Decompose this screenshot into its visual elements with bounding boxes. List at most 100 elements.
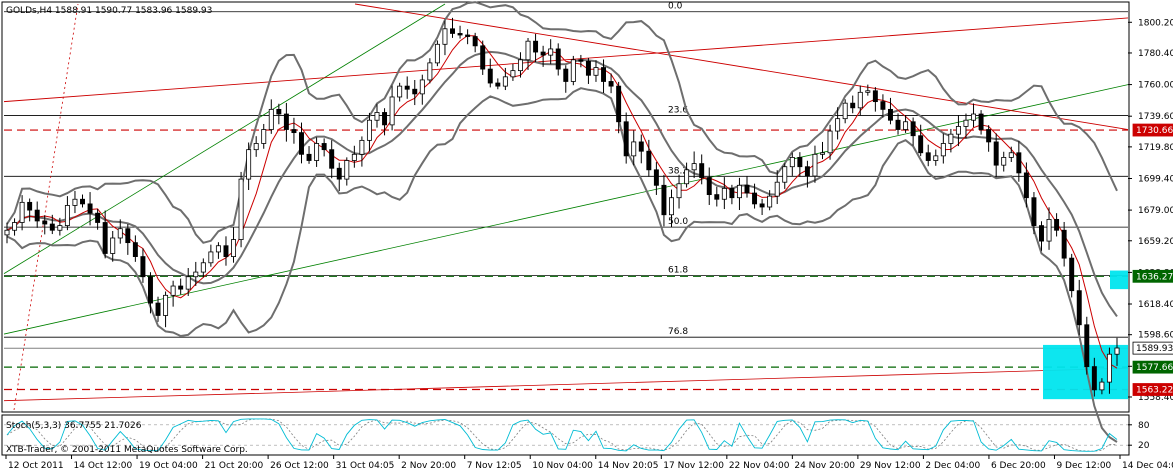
candle-body <box>238 178 244 240</box>
candle-body <box>412 88 418 95</box>
candle <box>827 124 833 160</box>
band-upper <box>6 1 1118 244</box>
candle <box>155 296 161 322</box>
candle-body <box>797 157 803 168</box>
candle <box>163 291 169 328</box>
candle <box>42 215 48 235</box>
candle-body <box>714 194 720 200</box>
price-tag-box <box>1132 360 1173 374</box>
candle <box>744 176 750 198</box>
x-tick-label: 19 Oct 04:00 <box>139 461 198 471</box>
candle-body <box>510 70 516 78</box>
candle <box>789 152 795 176</box>
candle-body <box>1069 257 1075 292</box>
candle-body <box>321 143 327 151</box>
candle-body <box>767 195 773 208</box>
candle <box>117 219 123 244</box>
price-tag: 1730.66 <box>1132 123 1173 137</box>
copyright-text: XTB-Trader, © 2001-2011 MetaQuotes Softw… <box>6 445 248 455</box>
candle <box>872 87 878 112</box>
candle <box>1023 162 1029 208</box>
candle <box>631 130 637 166</box>
candle-body <box>1023 172 1029 199</box>
candle <box>1099 378 1105 395</box>
candle-body <box>1046 218 1052 242</box>
candle-body <box>147 276 153 304</box>
candle-body <box>1076 290 1082 326</box>
candle-body <box>691 163 697 171</box>
candle-body <box>827 130 833 154</box>
candle-body <box>744 184 750 194</box>
candle-body <box>1061 229 1067 259</box>
candle <box>351 145 357 168</box>
candle <box>457 25 463 39</box>
candle <box>1114 337 1120 366</box>
candle-body <box>555 48 561 70</box>
candle-body <box>208 251 214 264</box>
candle <box>578 54 584 68</box>
candle-body <box>336 167 342 180</box>
fib-label-5: 76.8 <box>668 327 688 337</box>
candle <box>850 95 856 114</box>
candle <box>676 174 682 209</box>
stoch-label: Stoch(5,3,3) 36.7755 21.7026 <box>6 421 142 431</box>
candle-body <box>585 60 591 76</box>
candle <box>1091 357 1097 397</box>
candle <box>487 58 493 88</box>
candle-body <box>132 242 138 257</box>
candle <box>291 117 297 144</box>
candle-body <box>940 143 946 157</box>
candle-body <box>887 108 893 121</box>
candle-body <box>804 166 810 177</box>
candle <box>940 133 946 164</box>
candle <box>253 136 259 157</box>
candle <box>887 97 893 125</box>
candle <box>820 141 825 160</box>
x-tick-label: 17 Nov 12:00 <box>663 461 724 471</box>
candle-body <box>12 222 18 231</box>
fib-label-3: 50.0 <box>668 217 688 227</box>
candle <box>427 58 433 84</box>
candle <box>261 123 267 149</box>
candle-body <box>72 198 78 206</box>
candle <box>865 84 871 96</box>
candle-body <box>1008 152 1014 158</box>
candle-body <box>601 67 607 82</box>
price-tag: 1563.22 <box>1132 383 1173 396</box>
y-tick-label: 1679.00 <box>1138 206 1173 216</box>
price-tag-text: 1589.93 <box>1136 344 1173 354</box>
x-tick-label: 14 Oct 12:00 <box>74 461 133 471</box>
candle <box>495 78 501 90</box>
candle-body <box>653 169 659 186</box>
candle <box>366 112 372 152</box>
candle <box>27 198 33 222</box>
candle-body <box>1054 218 1060 231</box>
candle <box>963 113 969 139</box>
candle <box>1039 221 1044 251</box>
candle <box>4 222 10 244</box>
candle-body <box>102 222 108 254</box>
candle <box>661 174 667 227</box>
y-tick-label: 1598.60 <box>1138 331 1173 341</box>
candle-body <box>676 183 682 199</box>
candle <box>72 190 78 214</box>
fib-label-1: 23.6 <box>668 105 688 115</box>
y-tick-label: 1719.80 <box>1138 143 1173 153</box>
candle <box>238 171 244 248</box>
candle-body <box>276 108 282 115</box>
stoch-main-line <box>6 418 1118 452</box>
candle <box>1084 316 1090 375</box>
candle <box>193 261 199 286</box>
symbol-info: GOLDs,H4 1588.91 1590.77 1583.96 1589.93 <box>6 6 212 16</box>
candle-body <box>231 239 237 257</box>
candle-body <box>299 132 304 155</box>
candle-body <box>495 82 501 87</box>
candle-body <box>669 197 674 216</box>
candle-body <box>140 256 146 278</box>
candle-body <box>185 276 191 290</box>
candle <box>918 124 924 157</box>
candle-body <box>80 198 85 205</box>
candle <box>223 236 229 266</box>
y-tick-label: 1780.40 <box>1138 49 1173 59</box>
